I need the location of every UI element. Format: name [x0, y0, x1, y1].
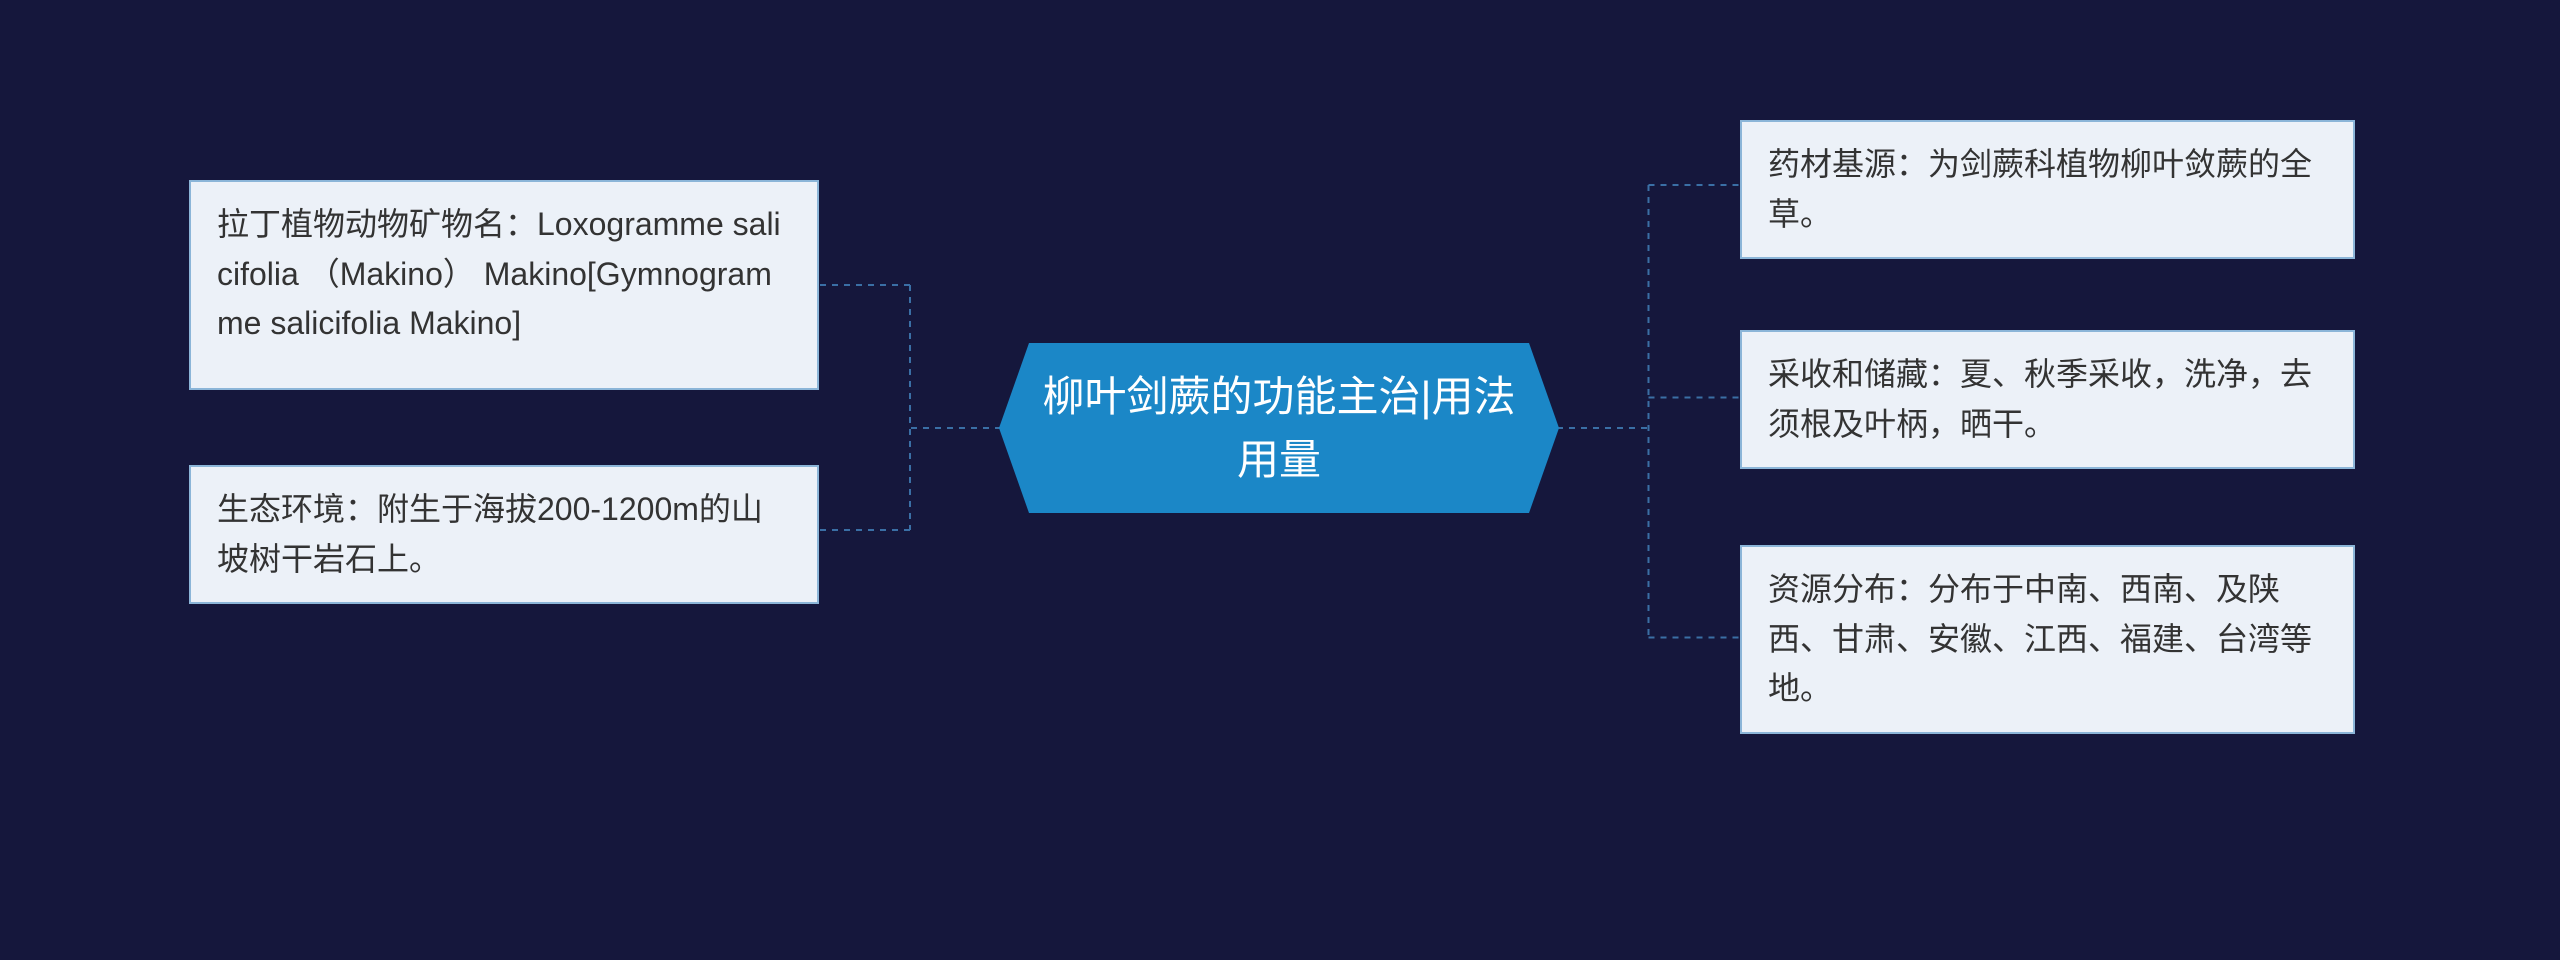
- center-node: 柳叶剑蕨的功能主治|用法用量: [999, 343, 1559, 513]
- leaf-habitat: 生态环境：附生于海拔200-1200m的山坡树干岩石上。: [189, 465, 819, 604]
- leaf-latin: 拉丁植物动物矿物名：Loxogramme salicifolia （Makino…: [189, 180, 819, 390]
- leaf-text: 生态环境：附生于海拔200-1200m的山坡树干岩石上。: [217, 491, 763, 577]
- leaf-text: 药材基源：为剑蕨科植物柳叶敛蕨的全草。: [1768, 146, 2312, 232]
- leaf-distribution: 资源分布：分布于中南、西南、及陕西、甘肃、安徽、江西、福建、台湾等地。: [1740, 545, 2355, 734]
- leaf-harvest: 采收和储藏：夏、秋季采收，洗净，去须根及叶柄，晒干。: [1740, 330, 2355, 469]
- leaf-text: 资源分布：分布于中南、西南、及陕西、甘肃、安徽、江西、福建、台湾等地。: [1768, 571, 2312, 706]
- leaf-text: 拉丁植物动物矿物名：Loxogramme salicifolia （Makino…: [217, 206, 781, 341]
- leaf-text: 采收和储藏：夏、秋季采收，洗净，去须根及叶柄，晒干。: [1768, 356, 2312, 442]
- leaf-source: 药材基源：为剑蕨科植物柳叶敛蕨的全草。: [1740, 120, 2355, 259]
- center-node-text: 柳叶剑蕨的功能主治|用法用量: [1039, 365, 1519, 491]
